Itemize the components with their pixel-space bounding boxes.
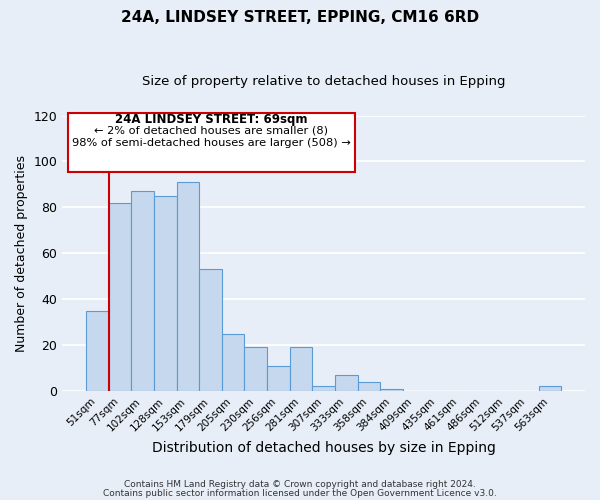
Text: Contains HM Land Registry data © Crown copyright and database right 2024.: Contains HM Land Registry data © Crown c… — [124, 480, 476, 489]
Y-axis label: Number of detached properties: Number of detached properties — [15, 155, 28, 352]
Text: 24A LINDSEY STREET: 69sqm: 24A LINDSEY STREET: 69sqm — [115, 113, 308, 126]
Bar — [539, 386, 561, 391]
Bar — [154, 196, 176, 391]
Bar — [267, 366, 290, 391]
Bar — [131, 192, 154, 391]
Text: 24A, LINDSEY STREET, EPPING, CM16 6RD: 24A, LINDSEY STREET, EPPING, CM16 6RD — [121, 10, 479, 25]
Text: ← 2% of detached houses are smaller (8): ← 2% of detached houses are smaller (8) — [94, 125, 328, 135]
Bar — [86, 310, 109, 391]
Bar — [222, 334, 244, 391]
Bar — [380, 388, 403, 391]
Bar — [244, 348, 267, 391]
Bar — [290, 348, 313, 391]
Bar — [176, 182, 199, 391]
X-axis label: Distribution of detached houses by size in Epping: Distribution of detached houses by size … — [152, 441, 496, 455]
Bar — [199, 270, 222, 391]
Bar — [335, 375, 358, 391]
Text: Contains public sector information licensed under the Open Government Licence v3: Contains public sector information licen… — [103, 488, 497, 498]
Bar — [109, 203, 131, 391]
Bar — [313, 386, 335, 391]
Bar — [358, 382, 380, 391]
Title: Size of property relative to detached houses in Epping: Size of property relative to detached ho… — [142, 75, 505, 88]
Text: 98% of semi-detached houses are larger (508) →: 98% of semi-detached houses are larger (… — [72, 138, 350, 148]
FancyBboxPatch shape — [68, 113, 355, 172]
